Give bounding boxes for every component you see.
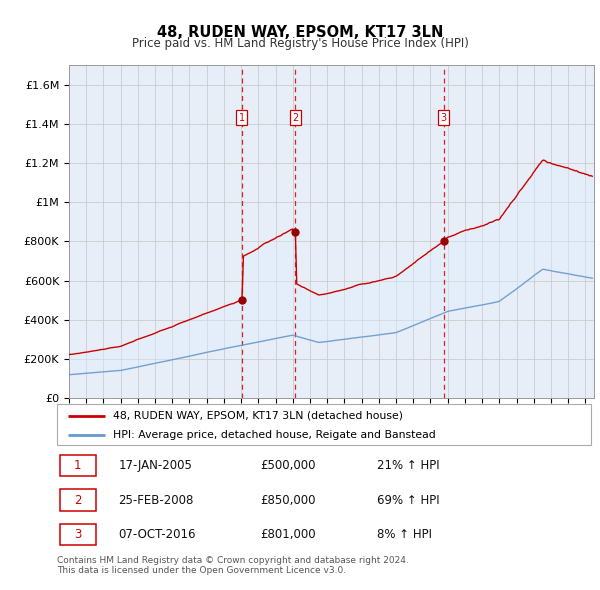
Text: HPI: Average price, detached house, Reigate and Banstead: HPI: Average price, detached house, Reig… bbox=[113, 430, 436, 440]
Text: 8% ↑ HPI: 8% ↑ HPI bbox=[377, 528, 433, 541]
Text: 3: 3 bbox=[74, 528, 82, 541]
Text: 48, RUDEN WAY, EPSOM, KT17 3LN: 48, RUDEN WAY, EPSOM, KT17 3LN bbox=[157, 25, 443, 40]
Text: 48, RUDEN WAY, EPSOM, KT17 3LN (detached house): 48, RUDEN WAY, EPSOM, KT17 3LN (detached… bbox=[113, 411, 403, 421]
Text: 2: 2 bbox=[74, 493, 82, 507]
Text: 21% ↑ HPI: 21% ↑ HPI bbox=[377, 459, 440, 472]
FancyBboxPatch shape bbox=[59, 455, 96, 476]
Text: 2: 2 bbox=[292, 113, 298, 123]
Text: £801,000: £801,000 bbox=[260, 528, 316, 541]
Text: 3: 3 bbox=[440, 113, 447, 123]
Text: 07-OCT-2016: 07-OCT-2016 bbox=[118, 528, 196, 541]
FancyBboxPatch shape bbox=[59, 489, 96, 511]
Text: 25-FEB-2008: 25-FEB-2008 bbox=[118, 493, 194, 507]
FancyBboxPatch shape bbox=[57, 404, 591, 445]
Text: £850,000: £850,000 bbox=[260, 493, 316, 507]
Text: £500,000: £500,000 bbox=[260, 459, 316, 472]
Text: 1: 1 bbox=[74, 459, 82, 472]
Text: Contains HM Land Registry data © Crown copyright and database right 2024.
This d: Contains HM Land Registry data © Crown c… bbox=[57, 556, 409, 575]
Text: Price paid vs. HM Land Registry's House Price Index (HPI): Price paid vs. HM Land Registry's House … bbox=[131, 37, 469, 50]
Text: 17-JAN-2005: 17-JAN-2005 bbox=[118, 459, 192, 472]
Text: 69% ↑ HPI: 69% ↑ HPI bbox=[377, 493, 440, 507]
Text: 1: 1 bbox=[239, 113, 245, 123]
FancyBboxPatch shape bbox=[59, 524, 96, 545]
